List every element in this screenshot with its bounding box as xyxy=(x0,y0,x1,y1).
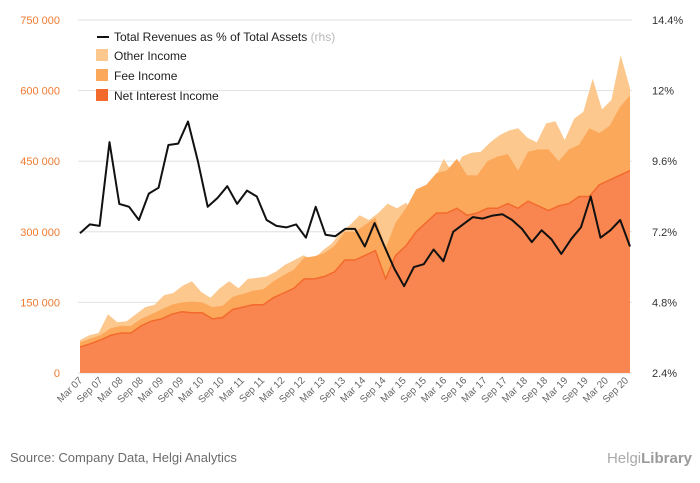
left-tick-label: 150 000 xyxy=(20,297,60,309)
right-tick-label: 4.8% xyxy=(652,297,677,309)
right-tick-label: 14.4% xyxy=(652,15,683,27)
left-tick-label: 450 000 xyxy=(20,156,60,168)
right-tick-label: 12% xyxy=(652,86,674,98)
left-tick-label: 300 000 xyxy=(20,227,60,239)
area-net-interest-income xyxy=(80,170,630,373)
legend: Total Revenues as % of Total Assets (rhs… xyxy=(96,30,335,103)
right-tick-label: 9.6% xyxy=(652,156,677,168)
legend-line-label: Total Revenues as % of Total Assets (rhs… xyxy=(114,30,335,44)
line-series xyxy=(79,120,631,288)
left-tick-label: 750 000 xyxy=(20,15,60,27)
source-note: Source: Company Data, Helgi Analytics xyxy=(10,450,237,465)
right-tick-label: 7.2% xyxy=(652,227,677,239)
legend-other-swatch xyxy=(96,49,108,61)
left-tick-label: 0 xyxy=(54,368,60,380)
revenue-ratio-line xyxy=(79,120,631,288)
nii-edge-line xyxy=(79,169,631,348)
legend-fee-swatch xyxy=(96,69,108,81)
legend-nii-swatch xyxy=(96,89,108,101)
right-axis: 2.4% 4.8% 7.2% 9.6% 12% 14.4% xyxy=(652,15,683,380)
left-axis: 0 150 000 300 000 450 000 600 000 750 000 xyxy=(20,15,60,380)
revenue-chart: 0 150 000 300 000 450 000 600 000 750 000 2.4… xyxy=(20,15,683,406)
right-tick-label: 2.4% xyxy=(652,368,677,380)
legend-nii-label: Net Interest Income xyxy=(114,89,219,103)
left-tick-label: 600 000 xyxy=(20,86,60,98)
helgilibrary-logo: HelgiLibrary xyxy=(606,450,692,467)
legend-other-label: Other Income xyxy=(114,49,187,63)
area-series xyxy=(79,55,631,374)
legend-fee-label: Fee Income xyxy=(114,69,178,83)
